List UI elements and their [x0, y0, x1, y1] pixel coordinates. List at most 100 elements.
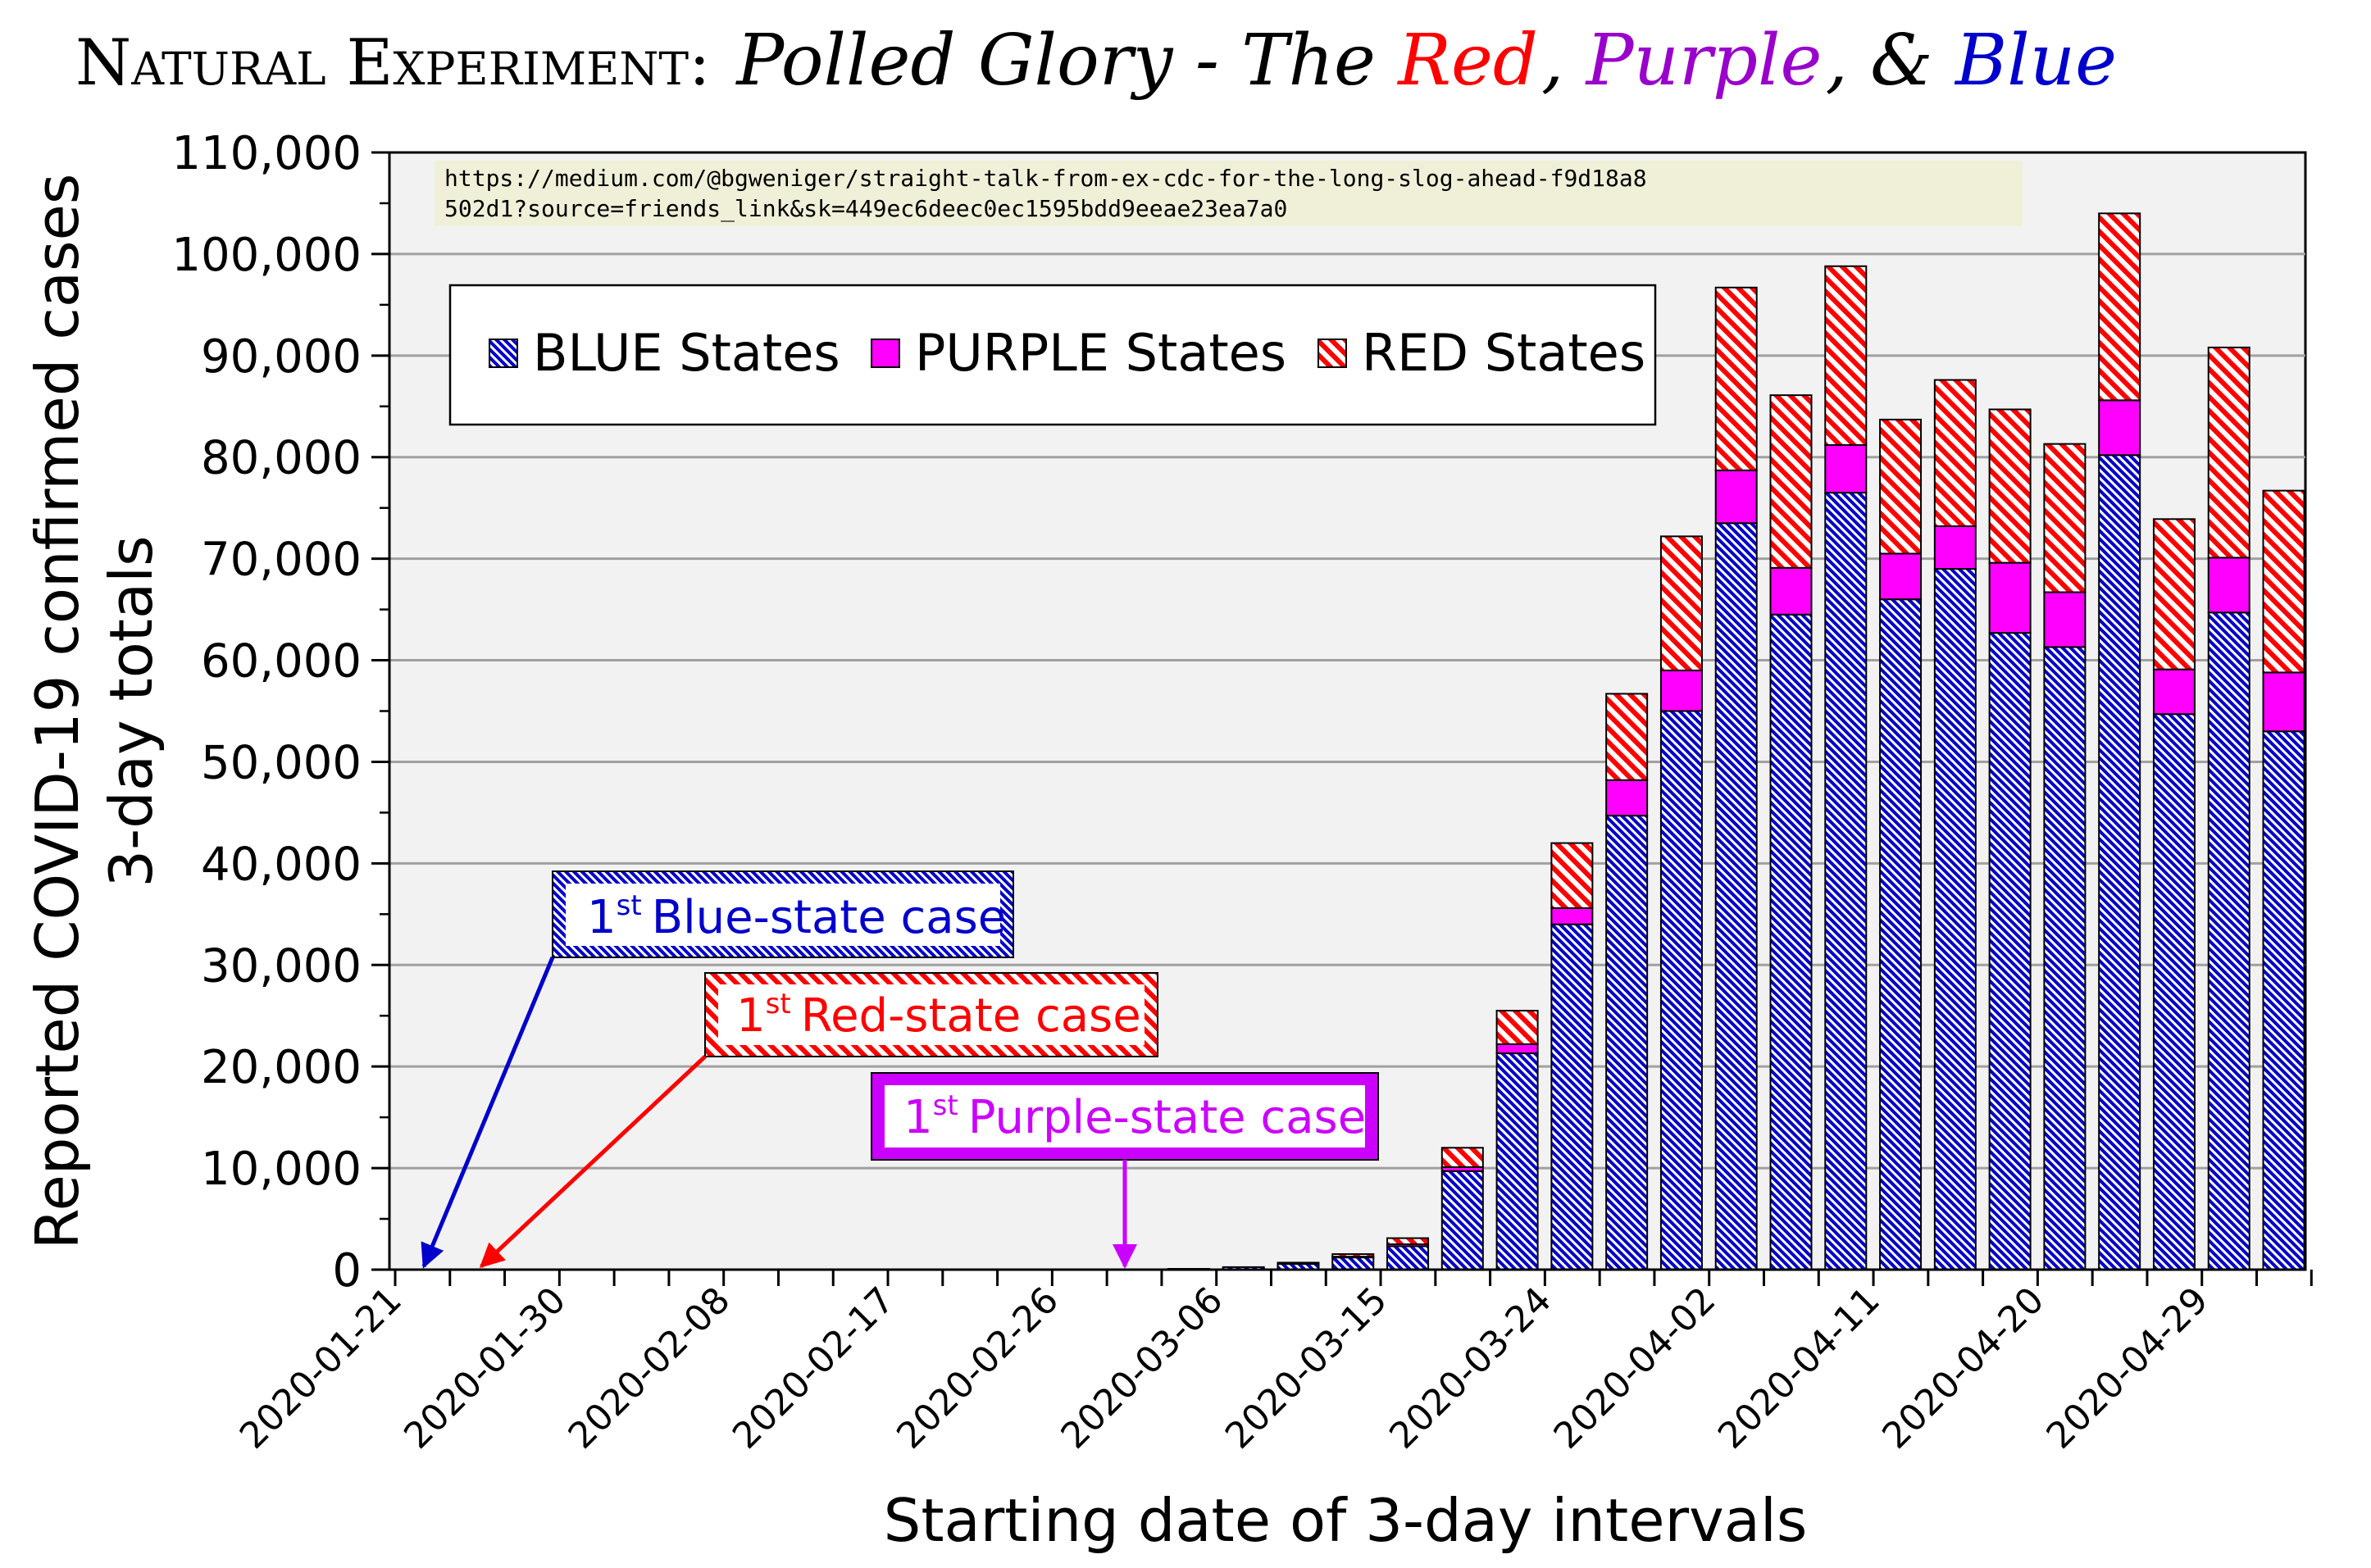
x-tick-label: 2020-02-17 [725, 1279, 903, 1457]
legend-box [448, 284, 1657, 426]
bar-segment-blue [1879, 598, 1923, 1270]
title-purple: Purple [1585, 20, 1823, 102]
bar-segment-red [1659, 535, 1703, 671]
bar-segment-red [1988, 408, 2032, 564]
bar-segment-blue [1714, 522, 1758, 1270]
bar-segment-blue [1769, 613, 1813, 1270]
bar-segment-red [1550, 842, 1594, 909]
chart-title: Natural Experiment: Polled Glory - The R… [75, 20, 2117, 102]
title-main: Polled Glory - The [735, 20, 1398, 102]
legend: BLUE States PURPLE States RED States [448, 284, 1657, 426]
x-axis-title: Starting date of 3-day intervals [884, 1486, 1808, 1555]
x-tick-label: 2020-03-06 [1054, 1279, 1231, 1457]
bar-segment-purple [1988, 561, 2032, 634]
bar-segment-red [1605, 693, 1649, 781]
legend-swatch-blue [489, 339, 518, 368]
bar-segment-purple [1659, 669, 1703, 712]
x-tick-label: 2020-03-24 [1381, 1279, 1559, 1457]
bar-segment-purple [2207, 557, 2250, 614]
y-tick-label: 70,000 [201, 534, 362, 587]
bar-segment-red [2262, 489, 2305, 674]
bar-segment-blue [1550, 923, 1594, 1271]
x-tick-label: 2020-03-15 [1217, 1279, 1395, 1457]
annotation-red-label: 1st Red-state case [736, 988, 1141, 1043]
url-note-line1: https://medium.com/@bgweniger/straight-t… [444, 165, 1647, 192]
legend-label-red: RED States [1362, 323, 1645, 383]
bar-segment-blue [2043, 646, 2087, 1270]
annotation-purple-inner [885, 1085, 1365, 1148]
annotation-blue-inner [566, 884, 1000, 946]
y-tick-label: 100,000 [171, 229, 362, 282]
title-red: Red [1396, 20, 1538, 102]
y-tick-label: 110,000 [171, 127, 362, 180]
annotation-red-arrow [479, 1055, 707, 1269]
x-tick-label: 2020-04-11 [1710, 1279, 1888, 1457]
bar-segment-purple [2043, 591, 2087, 648]
bar-segment-red [1714, 286, 1758, 471]
bar-segment-red [1879, 418, 1923, 555]
bar-segment-red [2152, 518, 2196, 670]
bar-segment-red [1386, 1237, 1430, 1246]
legend-label-purple: PURPLE States [915, 323, 1286, 383]
legend-swatch-purple [871, 339, 900, 368]
annotation-red-inner [718, 984, 1145, 1045]
bar-segment-red [1440, 1147, 1484, 1168]
x-tick-label: 2020-02-26 [889, 1279, 1067, 1457]
bars [1167, 212, 2305, 1271]
legend-swatch-red [1317, 339, 1347, 368]
bar-segment-blue [1659, 710, 1703, 1270]
y-tick-label: 0 [332, 1244, 362, 1298]
bar-segment-purple [2152, 668, 2196, 716]
bar-segment-red [2098, 212, 2141, 402]
bar-segment-red [1277, 1261, 1320, 1265]
bar-segment-purple [1769, 566, 1813, 616]
y-tick-label: 40,000 [201, 838, 362, 891]
bar-segment-blue [1440, 1170, 1484, 1271]
y-tick-label: 60,000 [201, 635, 362, 689]
bar-segment-red [2043, 443, 2087, 593]
annotation-blue-label: 1st Blue-state case [587, 889, 1006, 944]
bar-segment-red [1824, 265, 1868, 446]
title-sep2: , & [1825, 20, 1955, 102]
bar-segment-red [1495, 1010, 1539, 1045]
bar-segment-blue [2098, 454, 2141, 1270]
y-axis-title-line2: 3-day totals [97, 535, 166, 887]
annotation-red: 1st Red-state case [479, 972, 1158, 1269]
bar-segment-purple [1550, 907, 1594, 925]
bar-segment-blue [2262, 730, 2305, 1270]
bar-segment-red [1769, 394, 1813, 569]
bar-segment-purple [1714, 469, 1758, 525]
y-tick-label: 30,000 [201, 939, 362, 993]
url-note-box [435, 161, 2023, 226]
bar-segment-purple [1605, 779, 1649, 817]
x-tick-label: 2020-04-02 [1546, 1279, 1724, 1457]
bar-segment-blue [1331, 1257, 1375, 1270]
bar-segment-blue [1988, 632, 2032, 1270]
bar-segment-blue [2207, 611, 2250, 1270]
y-axis-title-line1: Reported COVID-19 confirmed cases [23, 174, 92, 1250]
x-tick-label: 2020-01-21 [232, 1279, 410, 1457]
annotation-blue-arrow [421, 957, 555, 1269]
bar-segment-purple [1495, 1043, 1539, 1055]
bar-segment-blue [1824, 492, 1868, 1270]
bar-segment-red [1933, 379, 1977, 527]
annotation-purple-label: 1st Purple-state case [903, 1089, 1366, 1144]
title-prefix: Natural Experiment: [75, 26, 710, 100]
x-tick-label: 2020-04-29 [2039, 1279, 2217, 1457]
legend-label-blue: BLUE States [533, 323, 840, 383]
bar-segment-purple [1879, 552, 1923, 601]
y-tick-label: 80,000 [201, 432, 362, 485]
y-tick-label: 20,000 [201, 1041, 362, 1094]
bar-segment-blue [1605, 815, 1649, 1270]
x-tick-label: 2020-04-20 [1874, 1279, 2052, 1457]
y-tick-label: 10,000 [201, 1143, 362, 1196]
bar-segment-purple [2098, 399, 2141, 457]
bar-segment-purple [1933, 525, 1977, 570]
bar-segment-purple [1824, 443, 1868, 494]
title-blue: Blue [1954, 20, 2117, 102]
annotation-blue: 1st Blue-state case [421, 870, 1014, 1269]
x-tick-label: 2020-01-30 [396, 1279, 574, 1457]
bar-segment-red [2207, 346, 2250, 559]
bar-segment-blue [1495, 1052, 1539, 1270]
